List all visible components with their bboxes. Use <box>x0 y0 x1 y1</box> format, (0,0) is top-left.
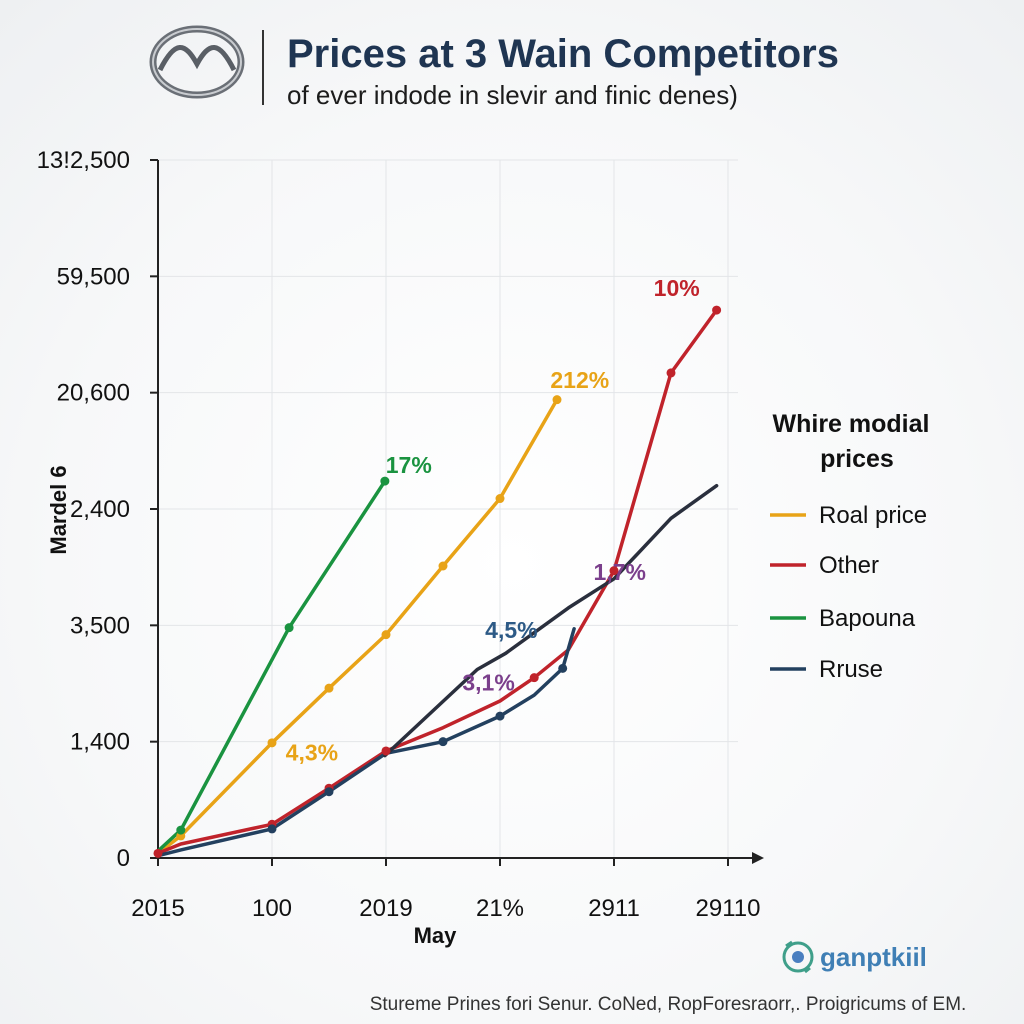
legend-label: Roal price <box>819 502 927 529</box>
data-point <box>324 787 334 797</box>
data-point <box>495 711 505 721</box>
annotation-label: 4,3% <box>286 739 338 765</box>
annotation-label: 17% <box>386 452 432 478</box>
annotation-label: 4,5% <box>485 617 537 643</box>
data-point <box>267 738 277 748</box>
data-point <box>381 746 391 756</box>
x-ticks: 2015 100 2019 21% 2911 29110 <box>131 895 760 922</box>
series-line <box>383 483 719 758</box>
data-point <box>438 737 448 747</box>
data-point <box>284 623 294 633</box>
chart-title: Prices at 3 Wain Competitors <box>287 32 839 76</box>
data-point <box>712 305 722 315</box>
brand-name: ganptkiil <box>820 942 927 972</box>
y-tick-label: 20,600 <box>57 380 130 407</box>
annotation-label: 212% <box>550 367 609 393</box>
legend-label: Other <box>819 552 879 579</box>
legend-title-line1: Whire modial <box>773 410 930 438</box>
x-tick-label: 2019 <box>359 895 412 922</box>
data-point <box>381 630 391 640</box>
annotation-label: 1,7% <box>593 559 645 585</box>
legend: Whire modial prices Roal price Other Bapou… <box>770 410 929 683</box>
x-tick-label: 2015 <box>131 895 184 922</box>
annotations: 10% 212% 17% 1,7% 4,5% 3,1% 4,3% <box>286 275 700 765</box>
footer-note: Stureme Prines fori Senur. CoNed, RopFor… <box>370 994 967 1015</box>
series-line <box>156 308 719 856</box>
x-axis-label: May <box>414 923 458 948</box>
brand: ganptkiil <box>782 940 927 974</box>
series-markers <box>153 305 722 858</box>
annotation-label: 3,1% <box>462 669 514 695</box>
data-point <box>176 825 186 835</box>
y-ticks: 0 1,400 3,500 2,400 20,600 59,500 13!2,500 <box>37 147 130 872</box>
series-lines <box>156 308 719 858</box>
x-tick-label: 29110 <box>696 895 761 922</box>
data-point <box>438 561 448 571</box>
x-tick-label: 100 <box>252 895 292 922</box>
y-axis-label: Mardel 6 <box>46 465 71 554</box>
annotation-label: 10% <box>654 275 700 301</box>
x-axis-arrow-icon <box>752 852 764 864</box>
data-point <box>324 683 334 693</box>
chart-subtitle: of ever indode in slevir and finic denes… <box>287 80 738 110</box>
data-point <box>380 476 390 486</box>
x-tick-label: 21% <box>476 895 524 922</box>
data-point <box>552 395 562 405</box>
data-point <box>267 824 277 834</box>
y-tick-label: 0 <box>117 845 130 872</box>
legend-label: Bapouna <box>819 605 916 632</box>
y-tick-label: 2,400 <box>70 496 130 523</box>
data-point <box>153 848 163 858</box>
grid <box>158 159 738 858</box>
data-point <box>666 368 676 378</box>
data-point <box>529 673 539 683</box>
axes <box>150 159 764 866</box>
y-tick-label: 13!2,500 <box>37 147 130 174</box>
logo-icon <box>149 25 245 99</box>
data-point <box>558 663 568 673</box>
legend-label: Rruse <box>819 656 883 683</box>
y-tick-label: 1,400 <box>70 729 130 756</box>
series-line <box>156 627 576 858</box>
brand-logo-icon <box>782 940 814 974</box>
x-tick-label: 2911 <box>588 895 640 922</box>
series-line <box>156 479 387 853</box>
y-tick-label: 3,500 <box>70 612 130 639</box>
legend-title-line2: prices <box>820 445 894 473</box>
data-point <box>495 494 505 504</box>
y-tick-label: 59,500 <box>57 263 130 290</box>
data-point <box>609 566 619 576</box>
series-line <box>156 397 559 856</box>
